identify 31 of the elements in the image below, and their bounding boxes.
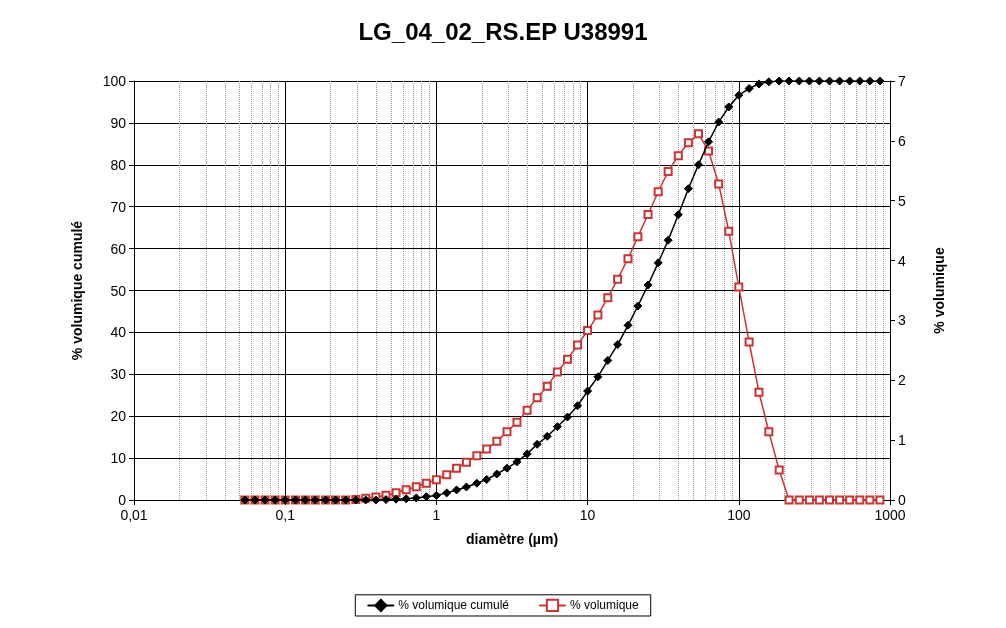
x-tick-label: 1 <box>432 507 441 523</box>
x-tick-label: 100 <box>727 507 751 523</box>
chart-title: LG_04_02_RS.EP U38991 <box>358 17 648 45</box>
legend-label: % volumique <box>570 598 640 613</box>
y2-tick-label: 2 <box>898 372 906 389</box>
x-tick-label: 10 <box>579 507 596 523</box>
y2-axis-title: % volumique <box>931 247 947 334</box>
legend-label: % volumique cumulé <box>398 598 510 613</box>
x-axis-title: diamètre (µm) <box>465 531 559 547</box>
x-tick-label: 0,1 <box>275 507 296 523</box>
y2-tick-label: 7 <box>898 73 906 89</box>
y-tick-label: 60 <box>110 240 127 257</box>
y-tick-label: 30 <box>110 366 127 383</box>
y-axis-title: % volumique cumulé <box>69 220 85 361</box>
y-tick-label: 70 <box>110 198 127 215</box>
y-tick-label: 90 <box>110 114 127 131</box>
y-tick-label: 40 <box>110 324 127 341</box>
y-tick-label: 10 <box>110 450 127 467</box>
x-tick-label: 1000 <box>874 507 906 523</box>
y-tick-label: 80 <box>110 156 127 173</box>
y2-tick-label: 6 <box>898 132 906 149</box>
y2-tick-label: 4 <box>898 252 906 269</box>
y2-tick-label: 0 <box>898 492 906 508</box>
y-tick-label: 20 <box>110 408 127 425</box>
y2-tick-label: 1 <box>898 432 906 449</box>
x-tick-label: 0,01 <box>120 507 148 523</box>
y-tick-label: 50 <box>110 282 127 299</box>
y-tick-label: 100 <box>102 73 127 89</box>
y-tick-label: 0 <box>118 492 127 508</box>
y2-tick-label: 5 <box>898 192 906 209</box>
y2-tick-label: 3 <box>898 312 906 329</box>
